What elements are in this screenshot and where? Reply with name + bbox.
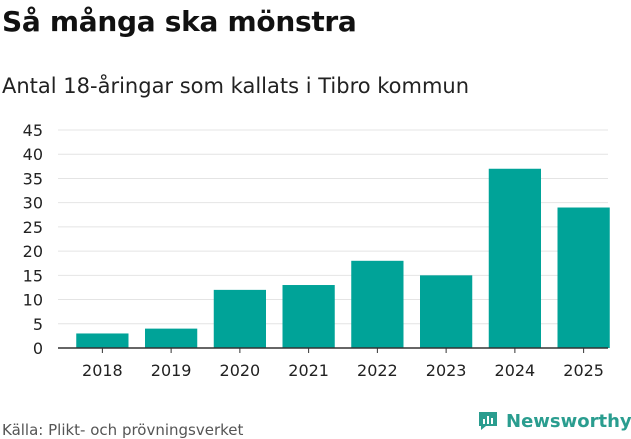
chart-subtitle: Antal 18-åringar som kallats i Tibro kom…	[2, 74, 470, 98]
chart-title: Så många ska mönstra	[2, 5, 357, 38]
y-tick-label: 45	[23, 121, 43, 140]
y-tick-label: 10	[23, 291, 43, 310]
bar	[420, 275, 473, 348]
bar	[351, 260, 404, 348]
x-tick-label: 2021	[288, 361, 329, 380]
bar	[145, 328, 198, 348]
newsworthy-logo-icon	[479, 412, 497, 430]
y-tick-label: 40	[23, 145, 43, 164]
y-tick-label: 0	[33, 339, 43, 358]
x-tick-label: 2018	[82, 361, 123, 380]
bar	[282, 285, 335, 348]
y-tick-label: 15	[23, 266, 43, 285]
brand-name: Newsworthy	[506, 410, 631, 432]
source-note: Källa: Plikt- och prövningsverket	[2, 421, 244, 439]
x-tick-label: 2023	[426, 361, 467, 380]
y-tick-label: 25	[23, 218, 43, 237]
y-tick-label: 20	[23, 242, 43, 261]
x-tick-label: 2022	[357, 361, 398, 380]
bar	[213, 289, 266, 348]
x-tick-label: 2019	[151, 361, 192, 380]
bar	[488, 168, 541, 348]
x-tick-label: 2024	[495, 361, 536, 380]
y-tick-label: 35	[23, 169, 43, 188]
x-tick-label: 2020	[220, 361, 261, 380]
y-tick-label: 5	[33, 315, 43, 334]
newsworthy-logo: Newsworthy	[476, 409, 631, 433]
x-tick-label: 2025	[563, 361, 604, 380]
bar	[557, 207, 610, 348]
bar	[76, 333, 129, 348]
y-tick-label: 30	[23, 194, 43, 213]
